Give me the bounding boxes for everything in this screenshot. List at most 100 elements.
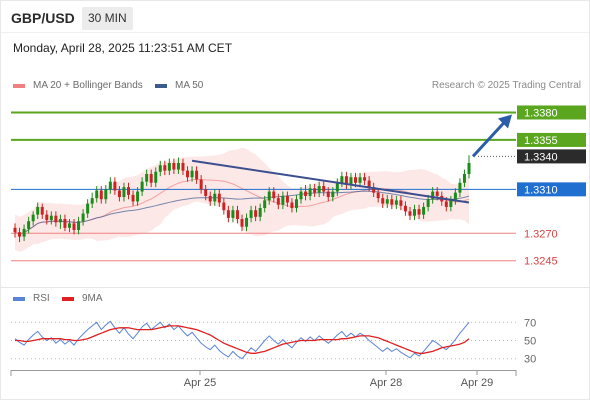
candle-body bbox=[258, 208, 262, 217]
candle-body bbox=[199, 179, 203, 190]
candle-body bbox=[299, 191, 303, 200]
candle-body bbox=[31, 214, 35, 222]
candle-body bbox=[222, 202, 226, 211]
candle-body bbox=[285, 195, 289, 203]
candle-body bbox=[335, 182, 339, 192]
candle-body bbox=[86, 203, 90, 214]
candle-body bbox=[217, 193, 221, 203]
candle-body bbox=[181, 162, 185, 171]
x-tick-label: Apr 29 bbox=[461, 377, 493, 389]
forecast-arrow-head bbox=[498, 114, 512, 129]
candle-body bbox=[54, 215, 58, 223]
legend-ma50: MA 50 bbox=[155, 80, 203, 91]
candle-body bbox=[104, 189, 108, 200]
resistance-label-1.3355: 1.3355 bbox=[524, 135, 558, 147]
candle-body bbox=[390, 199, 394, 205]
ma50-line bbox=[14, 190, 470, 235]
candle-body bbox=[376, 192, 380, 199]
candle-body bbox=[22, 228, 26, 237]
legend-rsi-swatch bbox=[13, 296, 25, 301]
candle-body bbox=[63, 219, 67, 228]
candle-body bbox=[113, 181, 117, 191]
candle-body bbox=[108, 181, 112, 190]
candle-body bbox=[149, 173, 153, 183]
candle-body bbox=[154, 171, 158, 183]
candle-body bbox=[226, 210, 230, 218]
candle-body bbox=[77, 221, 81, 230]
candle-body bbox=[36, 206, 40, 215]
candle-body bbox=[394, 200, 398, 205]
last-price-label-bg bbox=[517, 149, 586, 164]
candle-body bbox=[213, 193, 217, 202]
candle-body bbox=[358, 177, 362, 183]
candle-body bbox=[331, 191, 335, 198]
candle-body bbox=[204, 189, 208, 196]
candle-body bbox=[245, 217, 249, 227]
candle-body bbox=[72, 223, 76, 230]
candle-body bbox=[408, 211, 412, 216]
candle-body bbox=[322, 186, 326, 192]
candle-body bbox=[81, 213, 85, 222]
candle-body bbox=[317, 186, 321, 193]
candle-body bbox=[349, 177, 353, 185]
candle-body bbox=[172, 162, 176, 170]
legend-ma20-label: MA 20 + Bollinger Bands bbox=[33, 80, 143, 91]
candle-body bbox=[372, 187, 376, 193]
candle-body bbox=[186, 170, 190, 178]
legend-9ma-label: 9MA bbox=[82, 293, 103, 304]
candle-body bbox=[145, 173, 149, 182]
resistance-label-bg-1.3380 bbox=[517, 105, 586, 120]
candle-body bbox=[195, 170, 199, 180]
candle-body bbox=[67, 223, 71, 228]
header-divider bbox=[0, 32, 590, 33]
pivot-label-1.3310: 1.3310 bbox=[524, 184, 558, 196]
candle-body bbox=[136, 191, 140, 202]
candle-body bbox=[326, 191, 330, 198]
pivot-label-bg-1.3310 bbox=[517, 182, 586, 197]
resistance-label-bg-1.3355 bbox=[517, 132, 586, 147]
candle-body bbox=[190, 170, 194, 178]
support-label-1.3270: 1.3270 bbox=[524, 228, 558, 240]
candle-body bbox=[413, 209, 417, 216]
candle-body bbox=[40, 206, 44, 215]
candle-body bbox=[363, 177, 367, 181]
bollinger-band bbox=[15, 147, 469, 252]
legend-9ma: 9MA bbox=[62, 293, 103, 304]
candle-body bbox=[18, 232, 22, 237]
candle-body bbox=[403, 205, 407, 212]
rsi-level-label-70: 70 bbox=[524, 317, 536, 329]
candle-body bbox=[231, 210, 235, 218]
candle-body bbox=[458, 182, 462, 193]
candle-body bbox=[399, 200, 403, 206]
legend-ma50-label: MA 50 bbox=[175, 80, 204, 91]
candle-body bbox=[344, 176, 348, 185]
candle-body bbox=[254, 210, 258, 217]
candle-body bbox=[385, 199, 389, 204]
legend-rsi-label: RSI bbox=[33, 293, 50, 304]
candle-body bbox=[131, 194, 135, 202]
candle-body bbox=[417, 209, 421, 215]
candle-body bbox=[240, 219, 244, 227]
candle-body bbox=[431, 191, 435, 200]
candle-body bbox=[158, 165, 162, 172]
candle-body bbox=[435, 191, 439, 196]
rsi-9ma-line bbox=[15, 325, 470, 354]
candle-body bbox=[99, 190, 103, 200]
x-tick-label: Apr 25 bbox=[184, 377, 216, 389]
credit-text: Research © 2025 Trading Central bbox=[431, 80, 581, 91]
candle-body bbox=[140, 181, 144, 192]
candle-body bbox=[27, 221, 31, 229]
candle-body bbox=[453, 192, 457, 201]
candle-body bbox=[467, 162, 471, 174]
candle-body bbox=[45, 214, 49, 221]
candle-body bbox=[235, 210, 239, 220]
candle-body bbox=[272, 191, 276, 199]
timeframe-badge[interactable]: 30 MIN bbox=[82, 7, 133, 30]
candle-body bbox=[426, 199, 430, 207]
legend-ma50-swatch bbox=[155, 83, 167, 88]
candle-body bbox=[313, 188, 317, 193]
candle-body bbox=[462, 173, 466, 183]
candle-body bbox=[267, 191, 271, 201]
